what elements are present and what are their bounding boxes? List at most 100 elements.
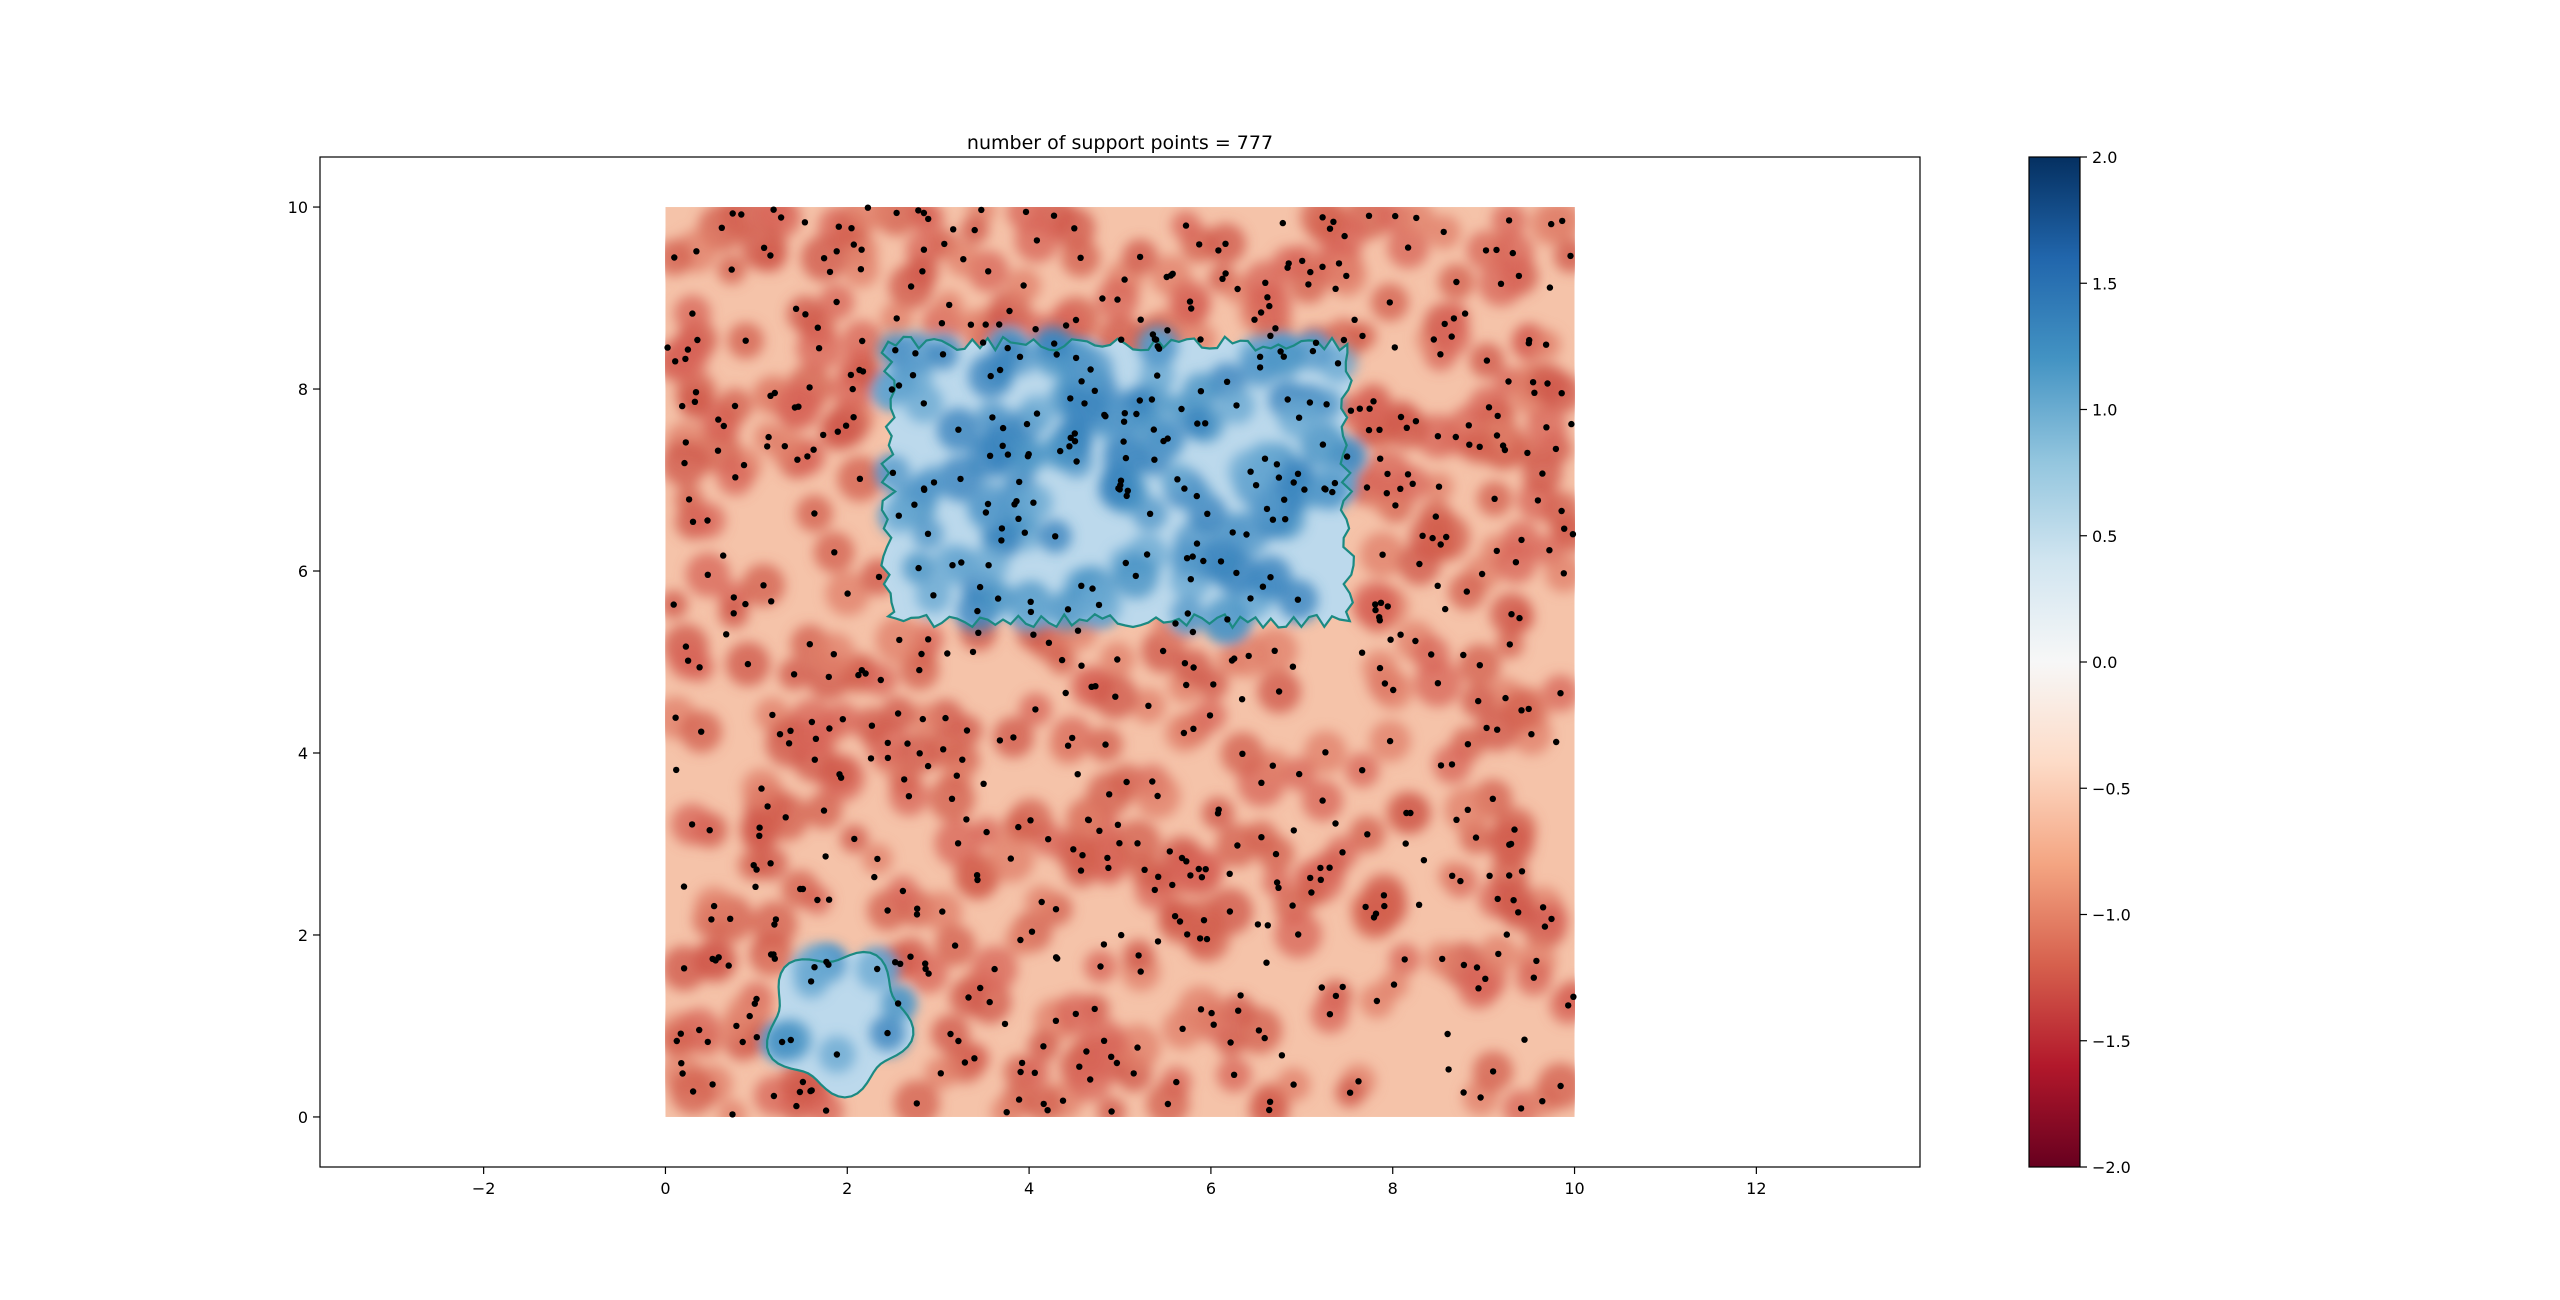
- support-point: [1254, 921, 1262, 928]
- support-point: [1380, 892, 1388, 899]
- support-point: [1332, 820, 1339, 827]
- support-point: [925, 215, 932, 223]
- support-point: [1478, 570, 1486, 578]
- support-point: [1027, 598, 1034, 605]
- support-point: [1121, 276, 1128, 283]
- support-point: [681, 459, 688, 467]
- support-point: [1181, 660, 1189, 667]
- support-point: [820, 807, 828, 814]
- support-point: [1118, 931, 1125, 939]
- support-point: [811, 510, 818, 517]
- colorbar-tick-label: 2.0: [2092, 148, 2117, 167]
- support-point: [1485, 404, 1493, 411]
- support-point: [1238, 696, 1246, 703]
- support-point: [752, 883, 759, 890]
- support-point: [1494, 726, 1501, 733]
- support-point: [941, 240, 948, 248]
- support-point: [1439, 955, 1446, 963]
- support-point: [1245, 652, 1252, 660]
- support-point: [1272, 850, 1280, 858]
- support-point: [764, 443, 771, 450]
- support-point: [787, 727, 794, 734]
- support-point: [1003, 1109, 1010, 1116]
- support-point: [1505, 378, 1512, 385]
- support-point: [1234, 285, 1241, 293]
- heatmap-peak: [1544, 554, 1575, 593]
- support-point: [940, 746, 947, 753]
- support-point: [1539, 470, 1546, 477]
- support-point: [1237, 992, 1244, 999]
- support-point: [680, 965, 688, 972]
- x-tick-label: 2: [842, 1179, 852, 1198]
- support-point: [1130, 1070, 1137, 1077]
- support-point: [1052, 1017, 1060, 1024]
- support-point: [1290, 479, 1297, 486]
- support-point: [967, 321, 975, 328]
- support-point: [1222, 240, 1229, 247]
- support-point: [849, 385, 856, 393]
- support-point: [894, 710, 902, 717]
- support-point: [1279, 219, 1287, 227]
- support-point: [1515, 272, 1523, 280]
- support-point: [971, 1055, 978, 1062]
- support-point: [1255, 1027, 1263, 1034]
- support-point: [1528, 731, 1535, 738]
- support-point: [1200, 917, 1208, 924]
- support-point: [772, 916, 780, 923]
- support-point: [1295, 931, 1302, 938]
- heatmap-peak: [1549, 986, 1575, 1025]
- support-point: [1013, 498, 1020, 505]
- support-point: [1560, 570, 1568, 577]
- support-point: [1183, 681, 1190, 689]
- support-point: [916, 666, 923, 674]
- support-point: [1390, 686, 1397, 694]
- support-point: [1376, 664, 1384, 672]
- support-point: [1257, 309, 1265, 316]
- support-point: [1100, 941, 1108, 948]
- support-point: [1197, 336, 1204, 343]
- support-point: [696, 664, 703, 671]
- support-point: [1553, 738, 1560, 746]
- support-point: [1329, 488, 1336, 496]
- support-point: [983, 828, 990, 836]
- support-point: [889, 469, 897, 476]
- support-point: [826, 268, 834, 276]
- support-point: [673, 766, 680, 774]
- support-point: [1457, 877, 1464, 885]
- support-point: [1015, 1096, 1023, 1103]
- support-point: [1386, 299, 1394, 306]
- support-point: [1319, 263, 1326, 270]
- support-point: [1100, 1037, 1108, 1045]
- support-point: [795, 403, 802, 410]
- support-point: [954, 840, 962, 847]
- support-point: [1078, 662, 1085, 669]
- support-point: [1077, 867, 1085, 874]
- support-point: [939, 908, 946, 915]
- support-point: [1006, 307, 1013, 315]
- support-point: [1290, 827, 1298, 834]
- y-tick-label: 10: [288, 198, 308, 217]
- support-point: [893, 209, 900, 217]
- support-point: [1318, 984, 1326, 991]
- support-point: [1134, 1044, 1141, 1051]
- support-point: [1222, 270, 1229, 277]
- support-point: [739, 1038, 746, 1046]
- support-point: [918, 650, 925, 658]
- support-point: [1533, 957, 1540, 965]
- support-point: [1309, 347, 1317, 355]
- support-point: [1141, 866, 1148, 873]
- support-point: [1059, 1097, 1067, 1104]
- support-point: [1113, 1059, 1121, 1067]
- support-point: [1024, 453, 1032, 460]
- colorbar-tick-label: 0.0: [2092, 653, 2117, 672]
- colorbar-tick-label: −0.5: [2092, 779, 2131, 798]
- support-point: [920, 400, 927, 407]
- support-point: [1356, 405, 1364, 412]
- support-point: [1403, 424, 1411, 431]
- support-point: [1429, 534, 1436, 542]
- support-point: [1263, 505, 1271, 513]
- support-point: [1565, 1002, 1572, 1009]
- heatmap-peak: [1398, 207, 1435, 237]
- support-point: [1267, 574, 1274, 581]
- support-point: [1087, 366, 1094, 373]
